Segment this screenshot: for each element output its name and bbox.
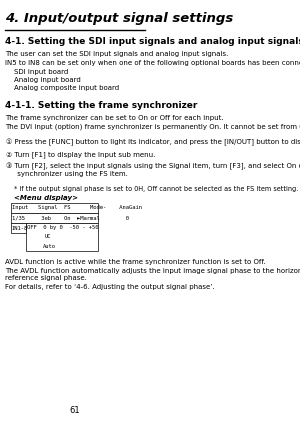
Text: * If the output signal phase is set to 0H, Off cannot be selected as the FS item: * If the output signal phase is set to 0… xyxy=(14,186,298,192)
Text: <Menu display>: <Menu display> xyxy=(14,195,78,201)
Text: Analog composite input board: Analog composite input board xyxy=(14,85,119,91)
Text: 4-1. Setting the SDI input signals and analog input signals: 4-1. Setting the SDI input signals and a… xyxy=(5,37,300,46)
Text: ③ Turn [F2], select the input signals using the Signal item, turn [F3], and sele: ③ Turn [F2], select the input signals us… xyxy=(6,163,300,177)
Text: SDI input board: SDI input board xyxy=(14,69,68,75)
Text: 4-1-1. Setting the frame synchronizer: 4-1-1. Setting the frame synchronizer xyxy=(5,101,197,110)
Text: ② Turn [F1] to display the Input sub menu.: ② Turn [F1] to display the Input sub men… xyxy=(6,151,155,158)
Text: 4. Input/output signal settings: 4. Input/output signal settings xyxy=(5,12,233,25)
Text: 1/35     3eb    On  ►Marmal        0: 1/35 3eb On ►Marmal 0 xyxy=(12,215,129,220)
Bar xyxy=(26,223,98,251)
Bar xyxy=(11,223,26,233)
Text: Analog input board: Analog input board xyxy=(14,77,81,83)
Text: The AVDL function automatically adjusts the input image signal phase to the hori: The AVDL function automatically adjusts … xyxy=(5,268,300,281)
Text: For details, refer to ‘4-6. Adjusting the output signal phase’.: For details, refer to ‘4-6. Adjusting th… xyxy=(5,284,214,290)
Text: ① Press the [FUNC] button to light its indicator, and press the [IN/OUT] button : ① Press the [FUNC] button to light its i… xyxy=(6,139,300,146)
Text: 61: 61 xyxy=(69,406,80,415)
Text: IN5 to IN8 can be set only when one of the following optional boards has been co: IN5 to IN8 can be set only when one of t… xyxy=(5,60,300,66)
Bar xyxy=(11,213,98,223)
Text: The DVI input (option) frame synchronizer is permanently On. It cannot be set fr: The DVI input (option) frame synchronize… xyxy=(5,124,300,131)
Text: AVDL function is active while the frame synchronizer function is set to Off.: AVDL function is active while the frame … xyxy=(5,259,266,265)
Text: IN1-8: IN1-8 xyxy=(12,225,28,231)
Text: The user can set the SDI input signals and analog input signals.: The user can set the SDI input signals a… xyxy=(5,51,228,57)
Text: The frame synchronizer can be set to On or Off for each input.: The frame synchronizer can be set to On … xyxy=(5,115,224,121)
Text: Input   Signal  FS      Mode-    AnaGain: Input Signal FS Mode- AnaGain xyxy=(12,206,142,211)
Bar xyxy=(11,203,98,213)
Text: UC: UC xyxy=(45,234,51,239)
Text: Auto: Auto xyxy=(43,244,56,248)
Text: OFF  0 by 0  -50 - +50: OFF 0 by 0 -50 - +50 xyxy=(27,225,98,230)
